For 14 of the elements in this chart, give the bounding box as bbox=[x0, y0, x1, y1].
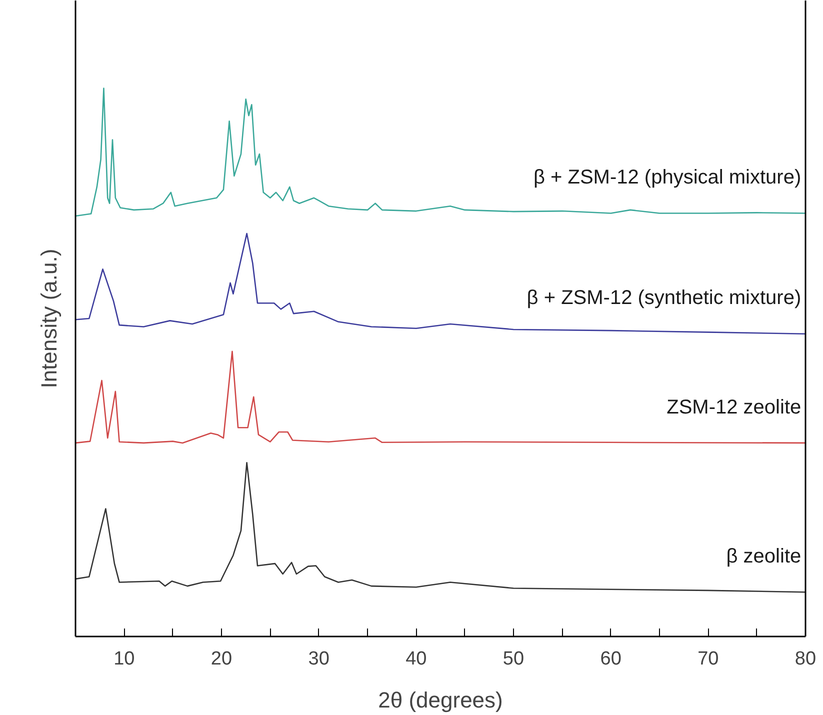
series-label: β + ZSM-12 (physical mixture) bbox=[533, 166, 802, 189]
y-axis-title: Intensity (a.u.) bbox=[36, 248, 62, 388]
x-tick-label: 20 bbox=[210, 648, 232, 670]
series-label: ZSM-12 zeolite bbox=[666, 396, 802, 418]
x-tick-label: 60 bbox=[600, 648, 622, 670]
x-tick-label: 30 bbox=[308, 648, 330, 670]
series-label: β zeolite bbox=[726, 545, 802, 568]
x-axis-title: 2θ (degrees) bbox=[378, 688, 503, 712]
x-tick-label: 50 bbox=[502, 648, 524, 670]
x-tick-label: 10 bbox=[114, 648, 135, 670]
x-tick-label: 40 bbox=[406, 648, 427, 670]
series-label: β + ZSM-12 (synthetic mixture) bbox=[526, 287, 802, 310]
x-tick-label: 80 bbox=[794, 648, 816, 670]
x-tick-label: 70 bbox=[698, 648, 719, 670]
